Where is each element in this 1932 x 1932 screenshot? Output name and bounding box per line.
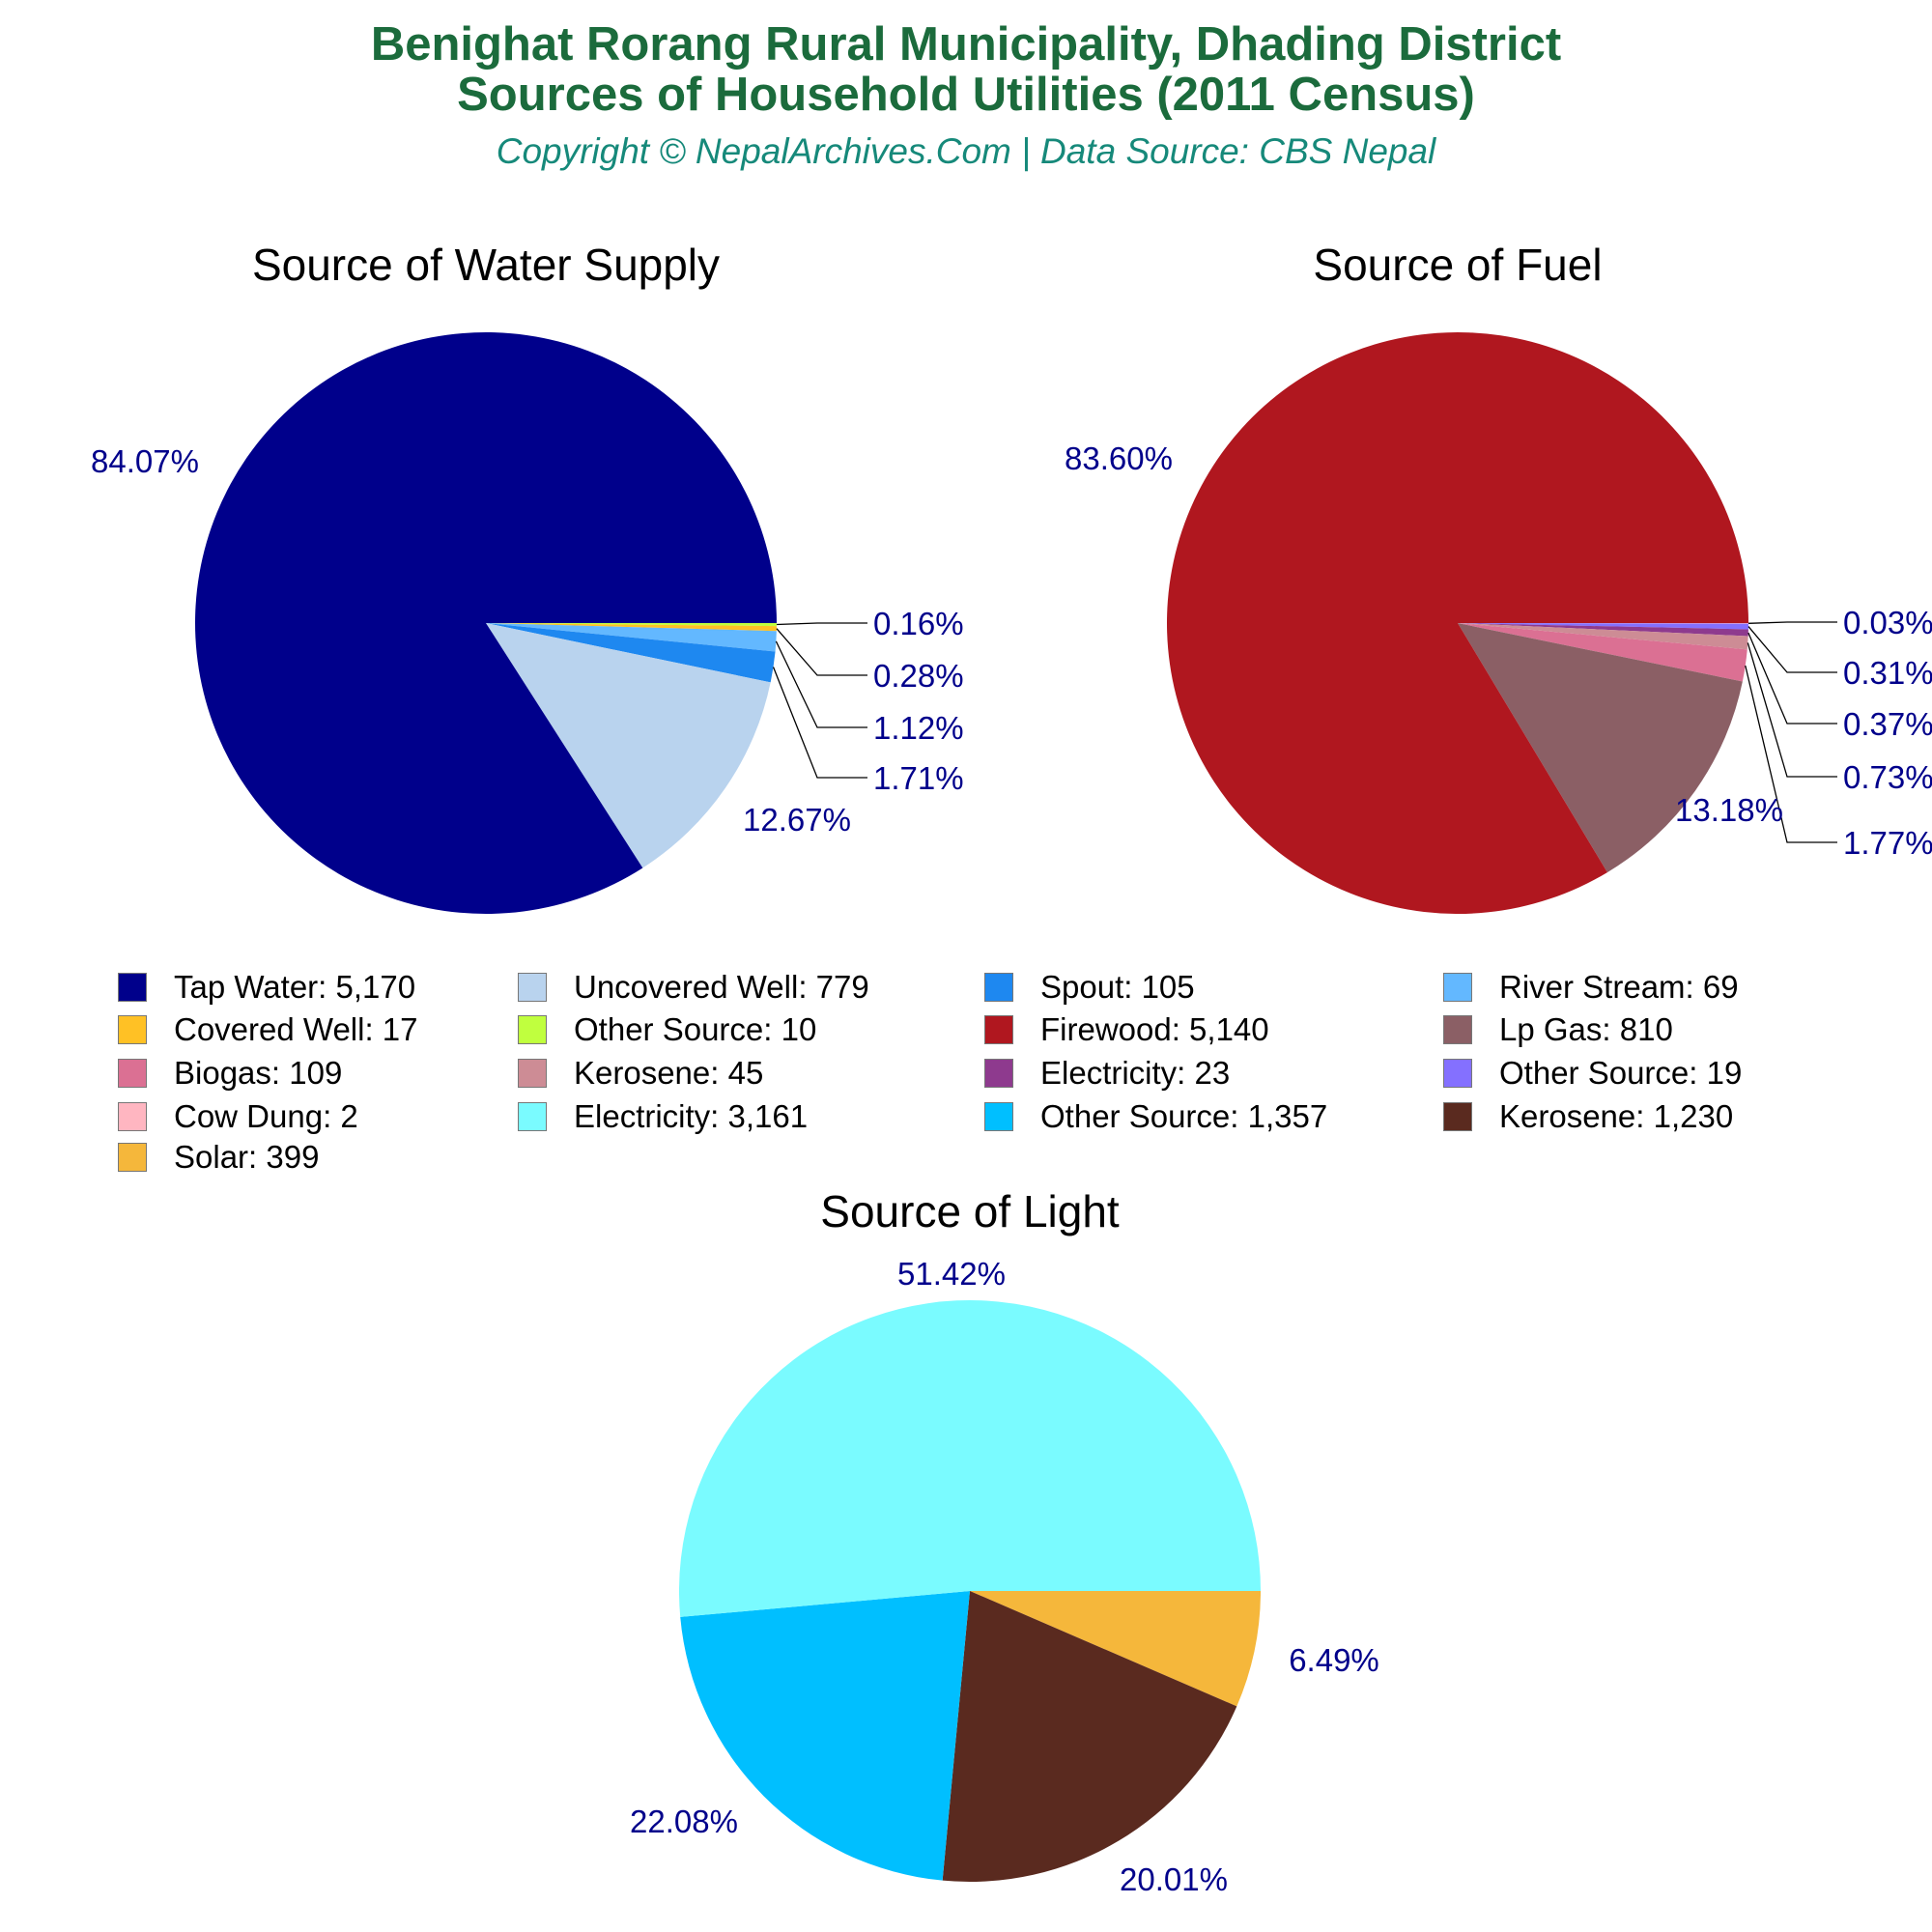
- legend-label: Solar: 399: [174, 1139, 320, 1175]
- legend-swatch: [118, 1059, 147, 1088]
- water-pct-label: 1.71%: [873, 760, 964, 796]
- light-slice-kerosene[interactable]: [942, 1591, 1237, 1882]
- light-pct-label: 20.01%: [1120, 1861, 1228, 1897]
- legend-label: Kerosene: 1,230: [1499, 1098, 1734, 1134]
- legend-label: Other Source: 10: [574, 1011, 817, 1047]
- legend-label: Electricity: 3,161: [574, 1098, 809, 1134]
- water-leader-line: [775, 640, 867, 728]
- fuel-leader-line: [1747, 626, 1837, 673]
- water-pct-label: 12.67%: [743, 802, 851, 838]
- fuel-pct-label: 0.31%: [1843, 655, 1932, 691]
- water-pct-label: 0.16%: [873, 606, 964, 641]
- legend-swatch: [118, 1143, 147, 1172]
- fuel-slice-kerosene[interactable]: [1458, 623, 1748, 650]
- water-pct-label: 84.07%: [91, 443, 199, 479]
- legend-label: River Stream: 69: [1499, 969, 1739, 1005]
- chart-subtitle: Copyright © NepalArchives.Com | Data Sou…: [496, 131, 1436, 171]
- fuel-leader-line: [1745, 665, 1837, 843]
- water-slice-covered-well[interactable]: [486, 623, 777, 632]
- water-leader-line: [776, 628, 867, 676]
- light-pct-label: 22.08%: [630, 1804, 738, 1839]
- fuel-pct-label: 13.18%: [1675, 792, 1783, 828]
- legend-swatch: [1443, 1102, 1472, 1131]
- legend-swatch: [118, 1015, 147, 1044]
- legend-swatch: [984, 973, 1013, 1002]
- fuel-pie-title: Source of Fuel: [1313, 240, 1603, 290]
- legend-label: Kerosene: 45: [574, 1055, 764, 1091]
- chart-title-line1: Benighat Rorang Rural Municipality, Dhad…: [370, 18, 1562, 71]
- fuel-slice-firewood[interactable]: [1166, 331, 1748, 914]
- light-pct-label: 6.49%: [1289, 1642, 1379, 1678]
- light-pie-title: Source of Light: [820, 1186, 1120, 1236]
- fuel-pct-label: 83.60%: [1065, 440, 1173, 476]
- fuel-slice-biogas[interactable]: [1458, 623, 1747, 682]
- fuel-slice-electricity[interactable]: [1458, 623, 1748, 637]
- water-slice-river-stream[interactable]: [486, 623, 777, 652]
- legend-label: Electricity: 23: [1040, 1055, 1231, 1091]
- water-pct-label: 0.28%: [873, 658, 964, 694]
- legend-swatch: [118, 1102, 147, 1131]
- legend-label: Spout: 105: [1040, 969, 1195, 1005]
- light-slice-other-source[interactable]: [680, 1591, 970, 1881]
- legend-label: Cow Dung: 2: [174, 1098, 358, 1134]
- chart-title-line2: Sources of Household Utilities (2011 Cen…: [457, 69, 1475, 121]
- fuel-pct-label: 0.37%: [1843, 706, 1932, 742]
- light-slice-electricity[interactable]: [678, 1299, 1261, 1617]
- legend-swatch: [984, 1059, 1013, 1088]
- fuel-slice-other-source[interactable]: [1458, 623, 1748, 630]
- fuel-pct-label: 0.73%: [1843, 759, 1932, 795]
- legend-label: Tap Water: 5,170: [174, 969, 416, 1005]
- legend-label: Other Source: 19: [1499, 1055, 1743, 1091]
- legend-swatch: [118, 973, 147, 1002]
- fuel-pct-label: 1.77%: [1843, 825, 1932, 861]
- fuel-leader-line: [1747, 642, 1837, 778]
- water-leader-line: [776, 622, 867, 626]
- legend-swatch: [984, 1015, 1013, 1044]
- legend-label: Biogas: 109: [174, 1055, 343, 1091]
- light-pct-label: 51.42%: [897, 1256, 1006, 1292]
- water-pie-title: Source of Water Supply: [251, 240, 721, 290]
- legend-swatch: [518, 1015, 547, 1044]
- legend-swatch: [1443, 1015, 1472, 1044]
- legend-swatch: [518, 1059, 547, 1088]
- water-pct-label: 1.12%: [873, 710, 964, 746]
- legend-swatch: [518, 1102, 547, 1131]
- legend-swatch: [984, 1102, 1013, 1131]
- fuel-pct-label: 0.03%: [1843, 605, 1932, 640]
- fuel-slice-lp-gas[interactable]: [1458, 623, 1743, 873]
- fuel-leader-line: [1747, 632, 1837, 724]
- legend-label: Firewood: 5,140: [1040, 1011, 1269, 1047]
- legend-swatch: [1443, 1059, 1472, 1088]
- water-slice-spout[interactable]: [486, 623, 776, 683]
- fuel-slice-cow-dung[interactable]: [1458, 623, 1748, 624]
- legend-label: Uncovered Well: 779: [574, 969, 869, 1005]
- water-slice-other-source[interactable]: [486, 623, 777, 627]
- water-slice-uncovered-well[interactable]: [486, 623, 771, 868]
- water-slice-tap-water[interactable]: [195, 332, 777, 915]
- legend-label: Other Source: 1,357: [1040, 1098, 1328, 1134]
- fuel-leader-line: [1747, 621, 1837, 624]
- legend-label: Lp Gas: 810: [1499, 1011, 1673, 1047]
- light-slice-solar[interactable]: [970, 1591, 1261, 1707]
- legend-swatch: [1443, 973, 1472, 1002]
- water-leader-line: [772, 667, 867, 779]
- legend-swatch: [518, 973, 547, 1002]
- legend-label: Covered Well: 17: [174, 1011, 418, 1047]
